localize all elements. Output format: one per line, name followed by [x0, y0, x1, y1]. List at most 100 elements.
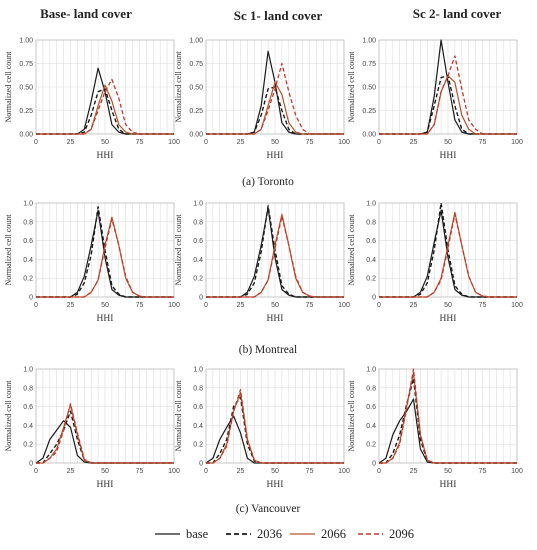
y-tick-label: 0.2 [193, 442, 203, 449]
y-tick-label: 0 [199, 295, 203, 302]
panel-r1-c1: 0 0.2 0.4 0.6 0.8 1.0 0 25 50 75 100 HHI Normalized … [174, 201, 350, 325]
y-tick-label: 0.6 [366, 238, 376, 245]
x-tick-label: 50 [271, 468, 279, 475]
y-tick-label: 0.4 [366, 257, 376, 264]
x-axis-label: HHI [440, 480, 457, 490]
panel-r2-c0: 0 0.2 0.4 0.6 0.8 1.0 0 25 50 75 100 HHI Normalized … [4, 367, 180, 491]
y-tick-label: 1.0 [193, 367, 203, 374]
series-line-2096 [206, 389, 344, 464]
x-tick-label: 25 [67, 302, 75, 309]
y-tick-label: 0.75 [362, 61, 376, 68]
legend-label-2036: 2036 [257, 527, 282, 541]
y-tick-label: 0.6 [23, 404, 33, 411]
y-axis-label: Normalized cell count [347, 214, 356, 286]
y-tick-label: 0 [372, 295, 376, 302]
x-tick-label: 0 [377, 139, 381, 146]
x-tick-label: 25 [410, 468, 418, 475]
series-line-2096 [379, 55, 517, 135]
y-tick-label: 1.00 [19, 38, 33, 45]
series-line-2066 [36, 404, 174, 464]
x-tick-label: 100 [511, 302, 523, 309]
x-tick-label: 100 [168, 468, 180, 475]
x-tick-label: 25 [237, 139, 245, 146]
series-line-2096 [206, 215, 344, 298]
y-tick-label: 1.0 [23, 367, 33, 374]
x-tick-label: 100 [511, 468, 523, 475]
legend-label-2096: 2096 [389, 527, 414, 541]
y-tick-label: 1.0 [366, 367, 376, 374]
y-axis-label: Normalized cell count [4, 51, 13, 123]
plot-frame [378, 202, 518, 298]
x-tick-label: 75 [479, 468, 487, 475]
y-tick-label: 0.2 [23, 276, 33, 283]
y-tick-label: 0.6 [193, 238, 203, 245]
x-axis-label: HHI [440, 151, 457, 161]
panel-r0-c1: 0.00 0.25 0.50 0.75 1.00 0 25 50 75 100 HHI Normali… [174, 38, 350, 162]
panel-r2-c2: 0 0.2 0.4 0.6 0.8 1.0 0 25 50 75 100 HHI Normalized … [347, 367, 523, 491]
x-axis-label: HHI [97, 480, 114, 490]
y-tick-label: 0.4 [193, 423, 203, 430]
y-tick-label: 1.00 [189, 38, 203, 45]
caption-montreal: (b) Montreal [239, 344, 297, 356]
x-tick-label: 75 [136, 139, 144, 146]
x-axis-label: HHI [97, 314, 114, 324]
y-tick-label: 0.8 [366, 385, 376, 392]
panel-r0-c2: 0.00 0.25 0.50 0.75 1.00 0 25 50 75 100 HHI Normali… [347, 38, 523, 162]
x-tick-label: 0 [377, 302, 381, 309]
y-tick-label: 1.0 [23, 201, 33, 208]
y-tick-label: 0.75 [189, 61, 203, 68]
series-line-2096 [36, 218, 174, 298]
series-line-2096 [379, 213, 517, 298]
x-tick-label: 100 [168, 139, 180, 146]
y-axis-label: Normalized cell count [4, 214, 13, 286]
y-tick-label: 0.00 [189, 132, 203, 139]
x-tick-label: 50 [101, 139, 109, 146]
legend-label-2066: 2066 [321, 527, 346, 541]
x-tick-label: 75 [479, 139, 487, 146]
plot-frame [35, 202, 175, 298]
series-line-2096 [206, 62, 344, 135]
x-tick-label: 25 [237, 468, 245, 475]
caption-vancouver: (c) Vancouver [236, 503, 301, 515]
panel-r0-c0: 0.00 0.25 0.50 0.75 1.00 0 25 50 75 100 HHI Normali… [4, 38, 180, 162]
x-tick-label: 75 [479, 302, 487, 309]
y-tick-label: 0.25 [19, 108, 33, 115]
y-tick-label: 0.8 [23, 219, 33, 226]
x-tick-label: 75 [306, 139, 314, 146]
y-tick-label: 0.4 [23, 423, 33, 430]
y-tick-label: 0.6 [193, 404, 203, 411]
plot-frame [205, 39, 345, 135]
column-title-base: Base- land cover [40, 6, 132, 21]
y-tick-label: 0.2 [366, 442, 376, 449]
x-tick-label: 25 [237, 302, 245, 309]
y-tick-label: 1.0 [193, 201, 203, 208]
x-tick-label: 25 [410, 302, 418, 309]
x-axis-label: HHI [267, 480, 284, 490]
panel-r2-c1: 0 0.2 0.4 0.6 0.8 1.0 0 25 50 75 100 HHI Normalized … [174, 367, 350, 491]
x-tick-label: 0 [204, 302, 208, 309]
y-tick-label: 0.75 [19, 61, 33, 68]
y-tick-label: 0.25 [362, 108, 376, 115]
x-tick-label: 25 [410, 139, 418, 146]
x-tick-label: 0 [34, 302, 38, 309]
y-tick-label: 0.6 [366, 404, 376, 411]
x-tick-label: 25 [67, 139, 75, 146]
y-tick-label: 0.4 [366, 423, 376, 430]
y-tick-label: 0.50 [189, 85, 203, 92]
panel-r1-c0: 0 0.2 0.4 0.6 0.8 1.0 0 25 50 75 100 HHI Normalized … [4, 201, 180, 325]
plot-frame [378, 39, 518, 135]
x-tick-label: 0 [34, 139, 38, 146]
x-tick-label: 100 [338, 468, 350, 475]
caption-toronto: (a) Toronto [242, 176, 294, 188]
x-tick-label: 50 [444, 139, 452, 146]
y-tick-label: 0.25 [189, 108, 203, 115]
x-tick-label: 50 [444, 468, 452, 475]
series-line-2096 [379, 368, 517, 464]
legend: base 2036 2066 2096 [155, 527, 414, 541]
y-axis-label: Normalized cell count [174, 214, 183, 286]
legend-label-base: base [186, 527, 209, 541]
column-title-sc2: Sc 2- land cover [413, 6, 502, 21]
y-tick-label: 0.50 [362, 85, 376, 92]
x-axis-label: HHI [440, 314, 457, 324]
